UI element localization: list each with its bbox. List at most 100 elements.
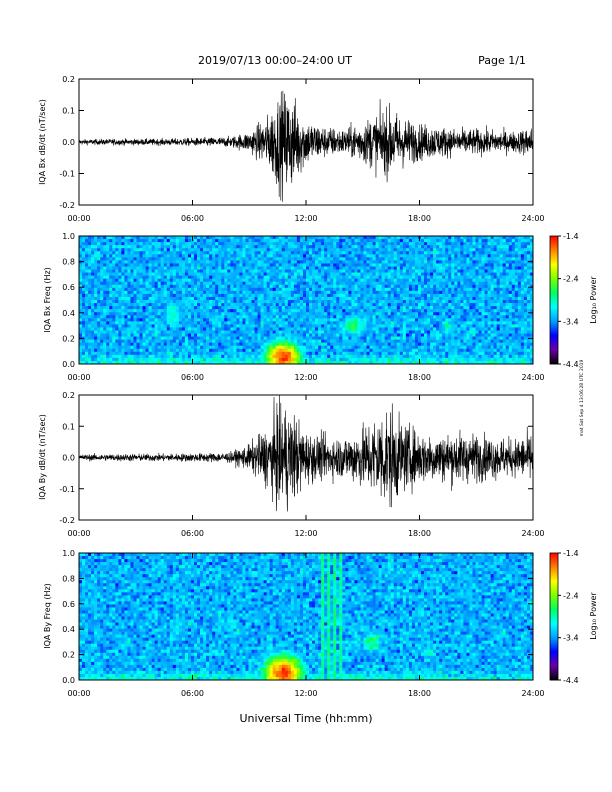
- bx-spectrogram-cell: [330, 266, 334, 270]
- bx-spectrogram-cell: [109, 324, 113, 328]
- bx-spectrogram-cell: [178, 330, 183, 334]
- bx-spectrogram-cell: [79, 284, 83, 289]
- bx-spectrogram-cell: [375, 260, 379, 264]
- bx-spectrogram-cell: [136, 254, 140, 258]
- bx-spectrogram-cell: [360, 315, 364, 319]
- bx-spectrogram-cell: [427, 303, 431, 307]
- bx-spectrogram-cell: [281, 239, 286, 243]
- bx-spectrogram-cell: [351, 290, 355, 295]
- bx-spectrogram-cell: [184, 357, 189, 362]
- bx-spectrogram-cell: [166, 251, 171, 255]
- bx-spectrogram-cell: [354, 348, 358, 353]
- bx-spectrogram-cell: [169, 342, 174, 347]
- bx-spectrogram-cell: [351, 309, 355, 313]
- bx-spectrogram-cell: [387, 251, 392, 255]
- bx-spectrogram-cell: [154, 296, 158, 301]
- bx-spectrogram-cell: [169, 272, 174, 276]
- bx-spectrogram-cell: [145, 260, 149, 264]
- bx-spectrogram-cell: [248, 275, 252, 279]
- bx-spectrogram-cell: [290, 296, 295, 301]
- bx-spectrogram-cell: [160, 336, 165, 340]
- bx-spectrogram-cell: [263, 315, 267, 319]
- bx-spectrogram-cell: [381, 245, 385, 249]
- bx-spectrogram-cell: [269, 351, 274, 356]
- bx-spectrogram-cell: [287, 266, 292, 270]
- bx-spectrogram-cell: [181, 236, 186, 240]
- bx-spectrogram-cell: [384, 327, 389, 331]
- bx-spectrogram-cell: [427, 351, 431, 356]
- bx-spectrogram-cell: [91, 251, 95, 255]
- bx-spectrogram-cell: [154, 339, 158, 343]
- bx-spectrogram-cell: [384, 339, 389, 343]
- bx-spectrogram-cell: [360, 357, 364, 362]
- bx-spectrogram-cell: [112, 351, 116, 356]
- bx-spectrogram-cell: [175, 287, 180, 292]
- bx-spectrogram-cell: [327, 330, 331, 334]
- bx-spectrogram-cell: [318, 330, 322, 334]
- bx-spectrogram-cell: [381, 278, 385, 283]
- bx-spectrogram-cell: [402, 296, 407, 301]
- bx-spectrogram-cell: [342, 287, 346, 292]
- bx-spectrogram-cell: [381, 348, 385, 353]
- bx-spectrogram-cell: [181, 257, 186, 261]
- bx-spectrogram-cell: [215, 327, 219, 331]
- bx-spectrogram-cell: [112, 333, 116, 337]
- bx-spectrogram-cell: [372, 251, 376, 255]
- bx-spectrogram-cell: [184, 278, 189, 283]
- bx-spectrogram-cell: [239, 254, 243, 258]
- bx-spectrogram-cell: [275, 260, 280, 264]
- bx-spectrogram-cell: [296, 236, 301, 240]
- bx-spectrogram-cell: [263, 245, 267, 249]
- bx-spectrogram-cell: [381, 312, 385, 316]
- bx-spectrogram-cell: [82, 357, 86, 362]
- bx-spectrogram-cell: [312, 293, 316, 298]
- bx-spectrogram-cell: [136, 324, 140, 328]
- bx-spectrogram-cell: [333, 324, 337, 328]
- bx-spectrogram-cell: [172, 239, 177, 243]
- bx-spectrogram-cell: [115, 290, 119, 295]
- bx-spectrogram-cell: [133, 360, 137, 365]
- bx-spectrogram-cell: [215, 315, 219, 319]
- bx-spectrogram-cell: [251, 318, 255, 322]
- bx-spectrogram-cell: [333, 303, 337, 307]
- bx-spectrogram-cell: [281, 254, 286, 258]
- bx-spectrogram-cell: [427, 333, 431, 337]
- bx-spectrogram-cell: [251, 321, 255, 325]
- bx-spectrogram-cell: [272, 272, 277, 276]
- bx-spectrogram-cell: [324, 303, 328, 307]
- bx-spectrogram-cell: [390, 303, 395, 307]
- bx-spectrogram-cell: [372, 330, 376, 334]
- bx-spectrogram-cell: [136, 318, 140, 322]
- bx-spectrogram-cell: [85, 281, 89, 286]
- bx-spectrogram-cell: [194, 354, 198, 359]
- bx-spectrogram-cell: [321, 296, 325, 301]
- bx-spectrogram-cell: [157, 360, 162, 365]
- bx-spectrogram-cell: [266, 354, 270, 359]
- bx-spectrogram-cell: [421, 360, 425, 365]
- bx-spectrogram-cell: [91, 348, 95, 353]
- bx-spectrogram-cell: [197, 342, 201, 347]
- bx-spectrogram-cell: [94, 342, 98, 347]
- bx-spectrogram-cell: [402, 360, 407, 365]
- bx-spectrogram-cell: [381, 354, 385, 359]
- bx-spectrogram-cell: [296, 281, 301, 286]
- bx-spectrogram-cell: [163, 281, 168, 286]
- bx-spectrogram-cell: [408, 324, 413, 328]
- bx-spectrogram-cell: [408, 357, 413, 362]
- bx-spectrogram-cell: [115, 315, 119, 319]
- bx-spectrogram-cell: [136, 309, 140, 313]
- bx-spectrogram-cell: [421, 257, 425, 261]
- bx-spectrogram-cell: [257, 251, 261, 255]
- bx-spectrogram-cell: [239, 251, 243, 255]
- bx-spectrogram-cell: [293, 354, 298, 359]
- bx-spectrogram-cell: [175, 260, 180, 264]
- bx-spectrogram-cell: [369, 287, 373, 292]
- bx-spectrogram-cell: [245, 263, 249, 267]
- bx-spectrogram-cell: [172, 324, 177, 328]
- bx-spectrogram-cell: [239, 339, 243, 343]
- bx-spectrogram-cell: [327, 312, 331, 316]
- bx-spectrogram-cell: [387, 245, 392, 249]
- bx-spectrogram-cell: [242, 269, 246, 273]
- bx-spectrogram-cell: [357, 321, 361, 325]
- bx-spectrogram-cell: [91, 354, 95, 359]
